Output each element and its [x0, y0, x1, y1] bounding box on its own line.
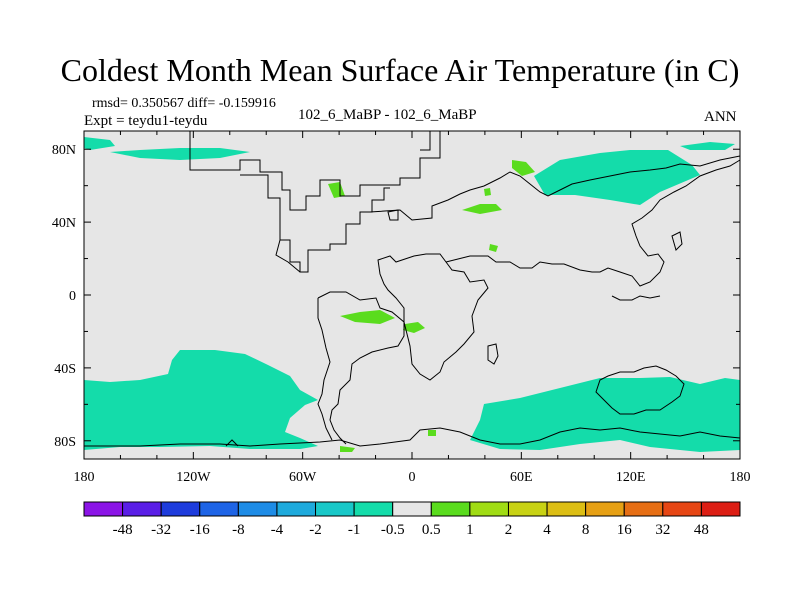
colorbar-label-6: -1 — [348, 522, 361, 538]
x-tick-label-0: 180 — [74, 470, 95, 485]
colorbar-label-12: 8 — [582, 522, 590, 538]
coast-asia-south — [445, 159, 741, 287]
arctic-siberia — [534, 150, 700, 205]
chart-title: Coldest Month Mean Surface Air Temperatu… — [60, 52, 740, 88]
coast-usa — [240, 174, 390, 273]
colorbar-box-1 — [122, 501, 162, 517]
southern-ocean-indian — [470, 377, 740, 452]
colorbar-label-14: 32 — [655, 522, 670, 538]
colorbar-box-7 — [353, 501, 394, 517]
colorbar-label-10: 2 — [505, 522, 513, 538]
coast-sa-west — [317, 298, 333, 441]
colorbar-label-1: -32 — [151, 522, 171, 538]
colorbar-box-2 — [160, 501, 201, 517]
center-label: 102_6_MaBP - 102_6_MaBP — [298, 107, 477, 123]
coast-north-america — [84, 130, 441, 211]
y-tick-label-4: 80S — [54, 435, 76, 450]
axis-ticks: 180 120W 60W 0 60E 120E 180 80N 40N 0 40S 80S — [52, 131, 751, 485]
x-tick-label-4: 60E — [510, 470, 533, 485]
x-tick-label-3: 0 — [409, 470, 416, 485]
y-tick-label-0: 80N — [52, 143, 76, 158]
colorbar-label-7: -0.5 — [381, 522, 405, 538]
x-tick-label-6: 180 — [730, 470, 751, 485]
colorbar-box-10 — [469, 501, 509, 517]
coast-south-america — [317, 291, 405, 445]
antarctic-green — [428, 430, 436, 436]
colorbar-box-8 — [392, 501, 432, 517]
coast-africa — [377, 253, 489, 381]
y-tick-label-3: 40S — [54, 362, 76, 377]
scandinavia — [484, 188, 491, 196]
africa-east — [403, 322, 425, 333]
coast-antarctic-peninsula — [225, 439, 239, 447]
colorbar-label-15: 48 — [694, 522, 709, 538]
colorbar-label-2: -16 — [190, 522, 210, 538]
mid-east — [489, 244, 498, 252]
y-tick-label-2: 0 — [69, 289, 76, 304]
coast-japan — [671, 231, 683, 251]
europe — [462, 204, 502, 214]
colorbar-box-6 — [315, 501, 355, 517]
colorbar-label-3: -8 — [232, 522, 245, 538]
coast-australia — [595, 365, 685, 415]
colorbar-label-11: 4 — [543, 522, 551, 538]
stats-line: rmsd= 0.350567 diff= -0.159916 — [92, 96, 276, 111]
x-tick-label-5: 120E — [616, 470, 646, 485]
coast-antarctica — [84, 427, 741, 447]
colorbar-box-15 — [662, 501, 702, 517]
antarctic-atlantic — [340, 446, 355, 452]
atlantic-tropics — [340, 310, 395, 324]
colorbar-label-5: -2 — [309, 522, 322, 538]
colorbar-box-11 — [507, 501, 548, 517]
coast-central-america — [275, 239, 301, 273]
colorbar-box-16 — [700, 501, 741, 517]
coast-indonesia — [611, 295, 661, 301]
coast-madagascar — [487, 343, 499, 365]
colorbar-box-5 — [276, 501, 317, 517]
colorbar-box-9 — [430, 501, 471, 517]
colorbar-box-13 — [585, 501, 625, 517]
coastlines — [84, 130, 741, 447]
colorbar-box-0 — [83, 501, 124, 517]
southern-ocean-pacific — [84, 350, 318, 450]
arctic-canada — [84, 137, 115, 150]
coast-europe-asia — [369, 155, 741, 221]
season-label: ANN — [704, 109, 737, 125]
colorbar-label-8: 0.5 — [422, 522, 441, 538]
colorbar-box-4 — [237, 501, 278, 517]
colorbar-label-9: 1 — [466, 522, 474, 538]
anomaly-fields — [84, 137, 740, 452]
x-tick-label-2: 60W — [289, 470, 317, 485]
north-atlantic — [328, 182, 345, 198]
colorbar-box-3 — [199, 501, 239, 517]
colorbar-box-12 — [546, 501, 587, 517]
colorbar-label-4: -4 — [271, 522, 284, 538]
colorbar-label-0: -48 — [113, 522, 133, 538]
colorbar-box-14 — [623, 501, 664, 517]
coast-uk — [387, 209, 399, 221]
x-tick-label-1: 120W — [176, 470, 211, 485]
arctic-east — [680, 142, 735, 150]
colorbar: -48 -32 -16 -8 -4 -2 -1 -0.5 0.5 1 2 4 8 16 32 48 — [83, 501, 741, 538]
arctic-greenland — [110, 148, 250, 160]
russia-north — [512, 160, 535, 176]
expt-line: Expt = teydu1-teydu — [84, 113, 208, 129]
colorbar-label-13: 16 — [617, 522, 633, 538]
y-tick-label-1: 40N — [52, 216, 76, 231]
